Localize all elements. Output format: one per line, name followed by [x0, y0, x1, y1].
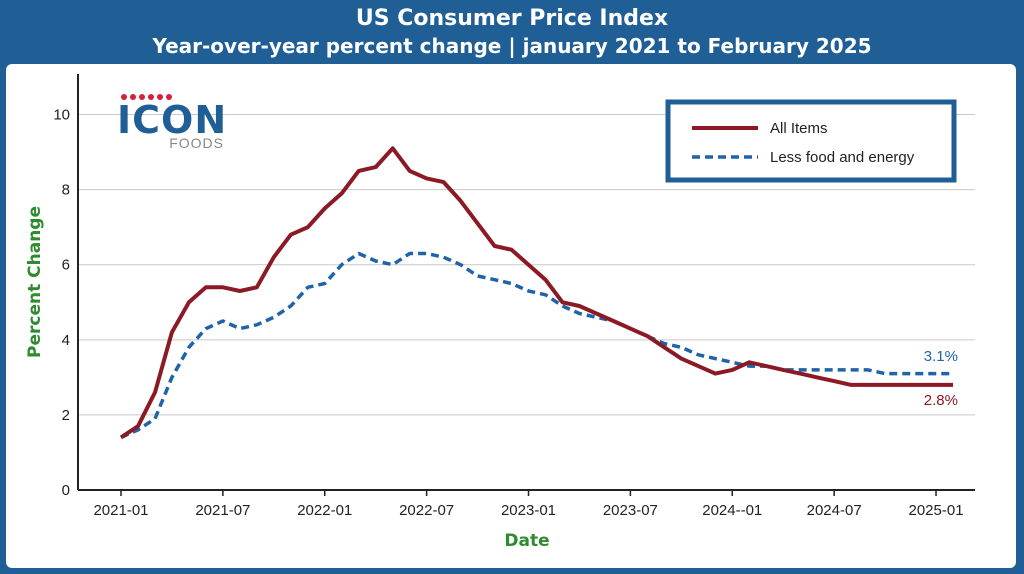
x-tick-label: 2024--01 — [702, 502, 762, 519]
end-label-core: 3.1% — [924, 348, 958, 365]
legend: All Items Less food and energy — [665, 99, 957, 183]
x-tick-label: 2022-07 — [399, 502, 454, 519]
x-tick-label: 2023-01 — [501, 502, 556, 519]
x-ticks: 2021-01 2021-07 2022-01 2022-07 2023-01 2023-… — [93, 490, 964, 519]
y-tick-label: 10 — [53, 107, 70, 124]
end-label-all-items: 2.8% — [924, 392, 958, 409]
chart-subtitle: Year-over-year percent change | january … — [152, 34, 872, 58]
y-axis-label: Percent Change — [25, 206, 45, 358]
logo-brand: ICON — [117, 98, 227, 142]
y-tick-label: 4 — [62, 332, 70, 349]
y-tick-label: 2 — [62, 407, 70, 424]
series-line-core — [120, 251, 953, 440]
chart-title: US Consumer Price Index — [355, 6, 669, 31]
gridlines — [78, 114, 975, 416]
x-tick-label: 2023-07 — [603, 502, 658, 519]
legend-label-core: Less food and energy — [770, 149, 915, 166]
icon-foods-logo: ICON FOODS — [117, 94, 227, 151]
y-ticks: 0 2 4 6 8 10 — [53, 107, 70, 499]
logo-tagline: FOODS — [169, 135, 224, 151]
x-axis-label: Date — [504, 531, 549, 551]
x-tick-label: 2021-07 — [195, 502, 250, 519]
logo-dots — [121, 94, 172, 100]
legend-label-all-items: All Items — [770, 120, 828, 137]
y-tick-label: 6 — [62, 257, 70, 274]
series-line-all-items — [119, 146, 953, 440]
y-tick-label: 8 — [62, 182, 70, 199]
legend-box — [665, 99, 957, 183]
x-tick-label: 2021-01 — [93, 502, 148, 519]
y-tick-label: 0 — [62, 482, 70, 499]
x-tick-label: 2024-07 — [807, 502, 862, 519]
x-tick-label: 2025-01 — [908, 502, 963, 519]
x-tick-label: 2022-01 — [297, 502, 352, 519]
series-group — [119, 146, 953, 440]
